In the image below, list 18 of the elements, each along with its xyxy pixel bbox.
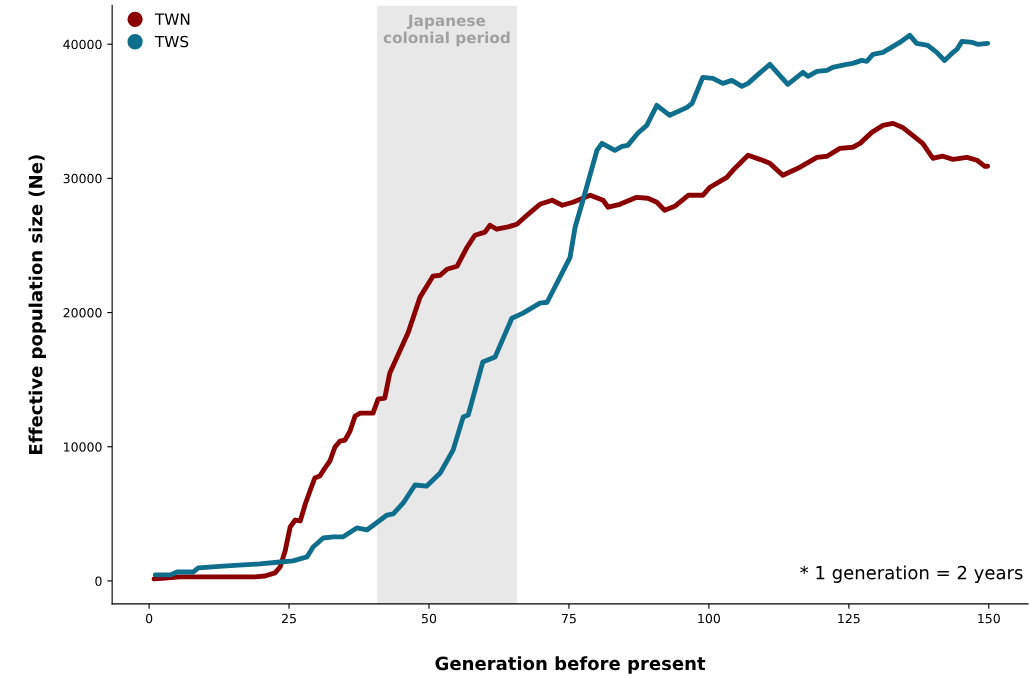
- y-tick-label: 30000: [63, 173, 102, 184]
- x-tick-label: 25: [282, 613, 296, 624]
- x-tick-label: 150: [978, 613, 1000, 624]
- annotation: * 1 generation = 2 years: [800, 565, 1023, 583]
- legend-label: TWS: [154, 35, 189, 48]
- x-tick-label: 0: [145, 613, 153, 624]
- y-tick-label: 0: [95, 576, 102, 586]
- y-axis-title: Effective population size (Ne): [28, 155, 47, 454]
- x-tick-label: 75: [562, 613, 576, 624]
- y-tick-label: 20000: [63, 308, 102, 318]
- y-tick-label: 10000: [64, 442, 102, 452]
- x-axis-title: Generation before present: [435, 656, 706, 674]
- x-tick-label: 100: [698, 613, 720, 624]
- x-tick-label: 125: [838, 613, 860, 624]
- x-tick-label: 50: [422, 613, 437, 624]
- legend-label: TWN: [154, 13, 190, 25]
- band-label: Japanese colonial period: [383, 14, 510, 47]
- y-tick-label: 40000: [63, 39, 102, 50]
